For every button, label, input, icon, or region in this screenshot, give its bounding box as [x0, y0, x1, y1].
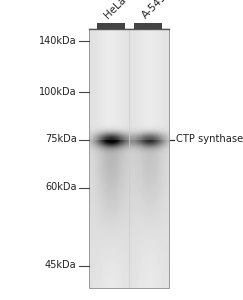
- Bar: [97, 23, 125, 28]
- Bar: [134, 23, 162, 28]
- Bar: [89, 28, 169, 288]
- Text: 75kDa: 75kDa: [45, 134, 77, 145]
- Text: 45kDa: 45kDa: [45, 260, 77, 271]
- Text: HeLa: HeLa: [102, 0, 128, 21]
- Text: 60kDa: 60kDa: [45, 182, 77, 193]
- Text: A-549: A-549: [140, 0, 169, 21]
- Text: 100kDa: 100kDa: [39, 86, 77, 97]
- Text: CTP synthase/CTPS: CTP synthase/CTPS: [176, 134, 243, 145]
- Text: 140kDa: 140kDa: [39, 35, 77, 46]
